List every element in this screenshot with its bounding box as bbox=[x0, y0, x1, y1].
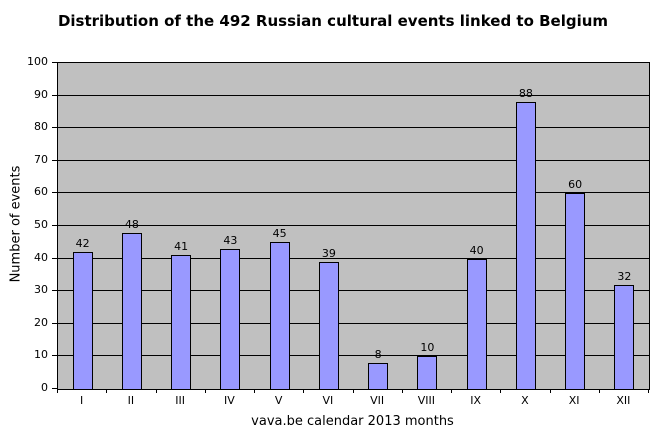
x-tick-label-III: III bbox=[175, 394, 185, 407]
x-tick-label-I: I bbox=[80, 394, 84, 407]
y-tick-label: 50 bbox=[34, 218, 48, 231]
x-tick-label-X: X bbox=[521, 394, 529, 407]
y-tick-label: 40 bbox=[34, 250, 48, 264]
x-tick-label-VIII: VIII bbox=[417, 394, 435, 407]
bar-value-label: 39 bbox=[321, 246, 336, 260]
bar-IV bbox=[220, 248, 241, 389]
gridline bbox=[58, 127, 649, 129]
y-tick-mark bbox=[52, 388, 57, 389]
bar-value-label: 48 bbox=[124, 217, 139, 231]
x-tick-label-V: V bbox=[274, 394, 283, 407]
x-tick-mark bbox=[352, 389, 354, 393]
bar-XII bbox=[614, 284, 635, 389]
bar-V bbox=[269, 242, 290, 389]
y-tick-mark bbox=[52, 94, 57, 96]
gridline bbox=[58, 290, 649, 292]
x-tick-mark bbox=[648, 389, 649, 393]
y-tick-label: 60 bbox=[34, 185, 48, 199]
bar-value-label: 8 bbox=[374, 347, 382, 361]
bar-X bbox=[515, 102, 536, 389]
bar-VII bbox=[368, 362, 389, 389]
bar-value-label: 40 bbox=[469, 243, 484, 257]
y-tick-mark bbox=[52, 159, 57, 161]
x-tick-label-XI: XI bbox=[568, 394, 580, 407]
bar-XI bbox=[565, 193, 586, 389]
x-tick-mark bbox=[303, 389, 305, 393]
y-tick-label: 80 bbox=[34, 120, 48, 134]
bar-VIII bbox=[417, 356, 438, 389]
x-axis-title: vava.be calendar 2013 months bbox=[251, 414, 454, 429]
y-tick-label: 90 bbox=[34, 87, 48, 101]
gridline bbox=[58, 225, 649, 226]
x-tick-label-VI: VI bbox=[322, 394, 334, 407]
x-tick-mark bbox=[401, 389, 403, 393]
bar-value-label: 41 bbox=[174, 240, 189, 254]
x-tick-mark bbox=[155, 389, 157, 393]
x-tick-mark bbox=[106, 389, 108, 393]
y-tick-mark bbox=[52, 192, 57, 194]
bar-III bbox=[171, 255, 192, 389]
bar-II bbox=[121, 232, 142, 389]
bar-value-label: 42 bbox=[75, 237, 90, 251]
bar-value-label: 60 bbox=[568, 178, 583, 192]
y-tick-label: 0 bbox=[41, 381, 48, 394]
bar-value-label: 32 bbox=[617, 269, 632, 283]
bar-value-label: 88 bbox=[518, 87, 533, 101]
bar-value-label: 43 bbox=[223, 233, 238, 247]
y-tick-mark bbox=[52, 257, 57, 259]
y-tick-mark bbox=[52, 127, 57, 129]
x-tick-mark bbox=[57, 389, 58, 393]
bar-IX bbox=[466, 258, 487, 389]
bar-I bbox=[72, 252, 93, 389]
bar-value-label: 45 bbox=[272, 227, 287, 241]
y-tick-label: 70 bbox=[34, 152, 48, 166]
x-tick-mark bbox=[549, 389, 551, 393]
chart-title: Distribution of the 492 Russian cultural… bbox=[57, 12, 609, 30]
y-tick-label: 10 bbox=[34, 348, 48, 362]
gridline bbox=[58, 94, 649, 96]
y-tick-label: 100 bbox=[27, 55, 48, 68]
gridline bbox=[58, 159, 649, 161]
x-tick-mark bbox=[598, 389, 600, 393]
x-tick-label-XII: XII bbox=[616, 394, 631, 407]
y-tick-mark bbox=[52, 62, 57, 63]
gridline bbox=[58, 192, 649, 194]
gridline bbox=[58, 257, 649, 259]
x-tick-label-II: II bbox=[127, 394, 135, 407]
x-tick-label-VII: VII bbox=[370, 394, 385, 407]
y-tick-mark bbox=[52, 355, 57, 357]
y-tick-mark bbox=[52, 322, 57, 324]
x-tick-label-IV: IV bbox=[223, 394, 235, 407]
gridline bbox=[58, 322, 649, 324]
bar-value-label: 10 bbox=[420, 341, 435, 355]
bar-VI bbox=[318, 261, 339, 389]
x-tick-mark bbox=[500, 389, 502, 393]
x-tick-mark bbox=[254, 389, 255, 393]
x-tick-mark bbox=[451, 389, 452, 393]
y-tick-mark bbox=[52, 225, 57, 226]
y-tick-label: 30 bbox=[34, 283, 48, 297]
x-tick-mark bbox=[204, 389, 206, 393]
gridline bbox=[58, 355, 649, 357]
y-tick-label: 20 bbox=[34, 315, 48, 329]
x-tick-label-IX: IX bbox=[470, 394, 482, 407]
y-tick-mark bbox=[52, 290, 57, 292]
plot-area: 42 48 41 43 45 39 8 10 40 88 60 32 bbox=[57, 62, 650, 390]
